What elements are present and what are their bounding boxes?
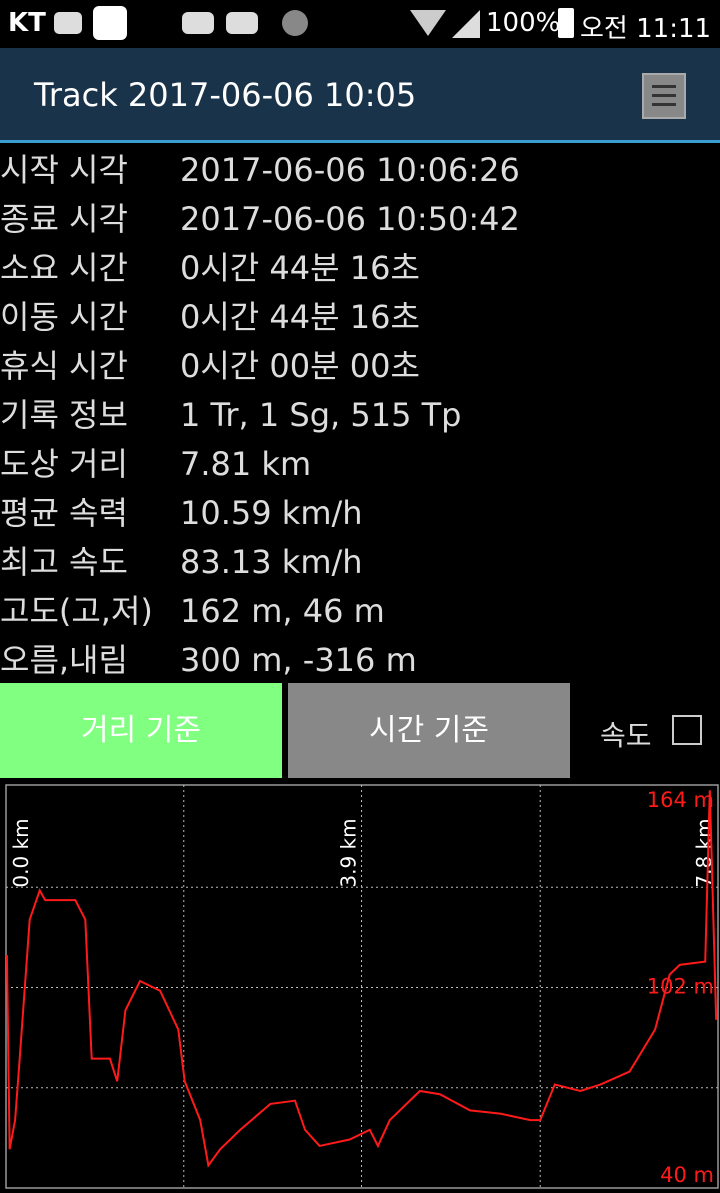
carrier: KT [8, 8, 46, 38]
stat-value: 2017-06-06 10:06:26 [180, 151, 520, 189]
stat-row: 오름,내림 300 m, -316 m [0, 636, 720, 685]
distance-button[interactable]: 거리 기준 [0, 683, 282, 778]
stat-label: 고도(고,저) [0, 592, 153, 630]
elevation-line [5, 790, 718, 1168]
stat-value: 2017-06-06 10:50:42 [180, 200, 520, 238]
title: Track 2017-06-06 10:05 [34, 76, 417, 114]
stat-value: 162 m, 46 m [180, 592, 385, 630]
stat-value: 83.13 km/h [180, 543, 363, 581]
stat-row: 휴식 시간 0시간 00분 00초 [0, 342, 720, 391]
y-tick-label: 102 m [647, 975, 714, 999]
stat-row: 시작 시각 2017-06-06 10:06:26 [0, 146, 720, 195]
stat-value: 0시간 44분 16초 [180, 249, 420, 287]
stat-row: 종료 시각 2017-06-06 10:50:42 [0, 195, 720, 244]
battery-icon [558, 8, 574, 38]
stat-label: 도상 거리 [0, 445, 128, 483]
stat-row: 고도(고,저) 162 m, 46 m [0, 587, 720, 636]
stat-row: 이동 시간 0시간 44분 16초 [0, 293, 720, 342]
time-button[interactable]: 시간 기준 [288, 683, 570, 778]
title-bar: Track 2017-06-06 10:05 [0, 48, 720, 143]
stat-label: 휴식 시간 [0, 347, 128, 385]
clock: 오전 11:11 [580, 14, 712, 44]
stat-label: 시작 시각 [0, 151, 128, 189]
stat-label: 종료 시각 [0, 200, 128, 238]
x-tick-label: 3.9 km [337, 818, 361, 887]
stat-value: 300 m, -316 m [180, 641, 417, 679]
stat-row: 최고 속도 83.13 km/h [0, 538, 720, 587]
speed-checkbox[interactable] [672, 715, 702, 745]
stat-label: 이동 시간 [0, 298, 128, 336]
stat-value: 10.59 km/h [180, 494, 363, 532]
stat-label: 오름,내림 [0, 641, 128, 679]
signal-icon [452, 10, 480, 38]
icon [182, 12, 214, 34]
stat-row: 기록 정보 1 Tr, 1 Sg, 515 Tp [0, 391, 720, 440]
speed-label: 속도 [600, 719, 652, 752]
wifi-icon [410, 10, 446, 36]
icon [226, 12, 258, 34]
stat-row: 평균 속력 10.59 km/h [0, 489, 720, 538]
battery-text: 100% [486, 8, 561, 38]
status-bar: KT 100% 오전 11:11 [0, 0, 720, 48]
stat-value: 7.81 km [180, 445, 312, 483]
stat-row: 소요 시간 0시간 44분 16초 [0, 244, 720, 293]
stat-label: 소요 시간 [0, 249, 128, 287]
icon [282, 10, 308, 36]
stat-row: 도상 거리 7.81 km [0, 440, 720, 489]
stat-label: 기록 정보 [0, 396, 128, 434]
icon [54, 12, 82, 34]
x-tick-label: 0.0 km [9, 818, 33, 887]
icon [93, 6, 127, 40]
stat-value: 1 Tr, 1 Sg, 515 Tp [180, 396, 462, 434]
stat-label: 최고 속도 [0, 543, 128, 581]
y-tick-label: 40 m [660, 1163, 714, 1187]
stat-value: 0시간 00분 00초 [180, 347, 420, 385]
stat-label: 평균 속력 [0, 494, 128, 532]
stat-value: 0시간 44분 16초 [180, 298, 420, 336]
y-tick-label: 164 m [647, 788, 714, 812]
menu-button[interactable] [642, 73, 686, 119]
